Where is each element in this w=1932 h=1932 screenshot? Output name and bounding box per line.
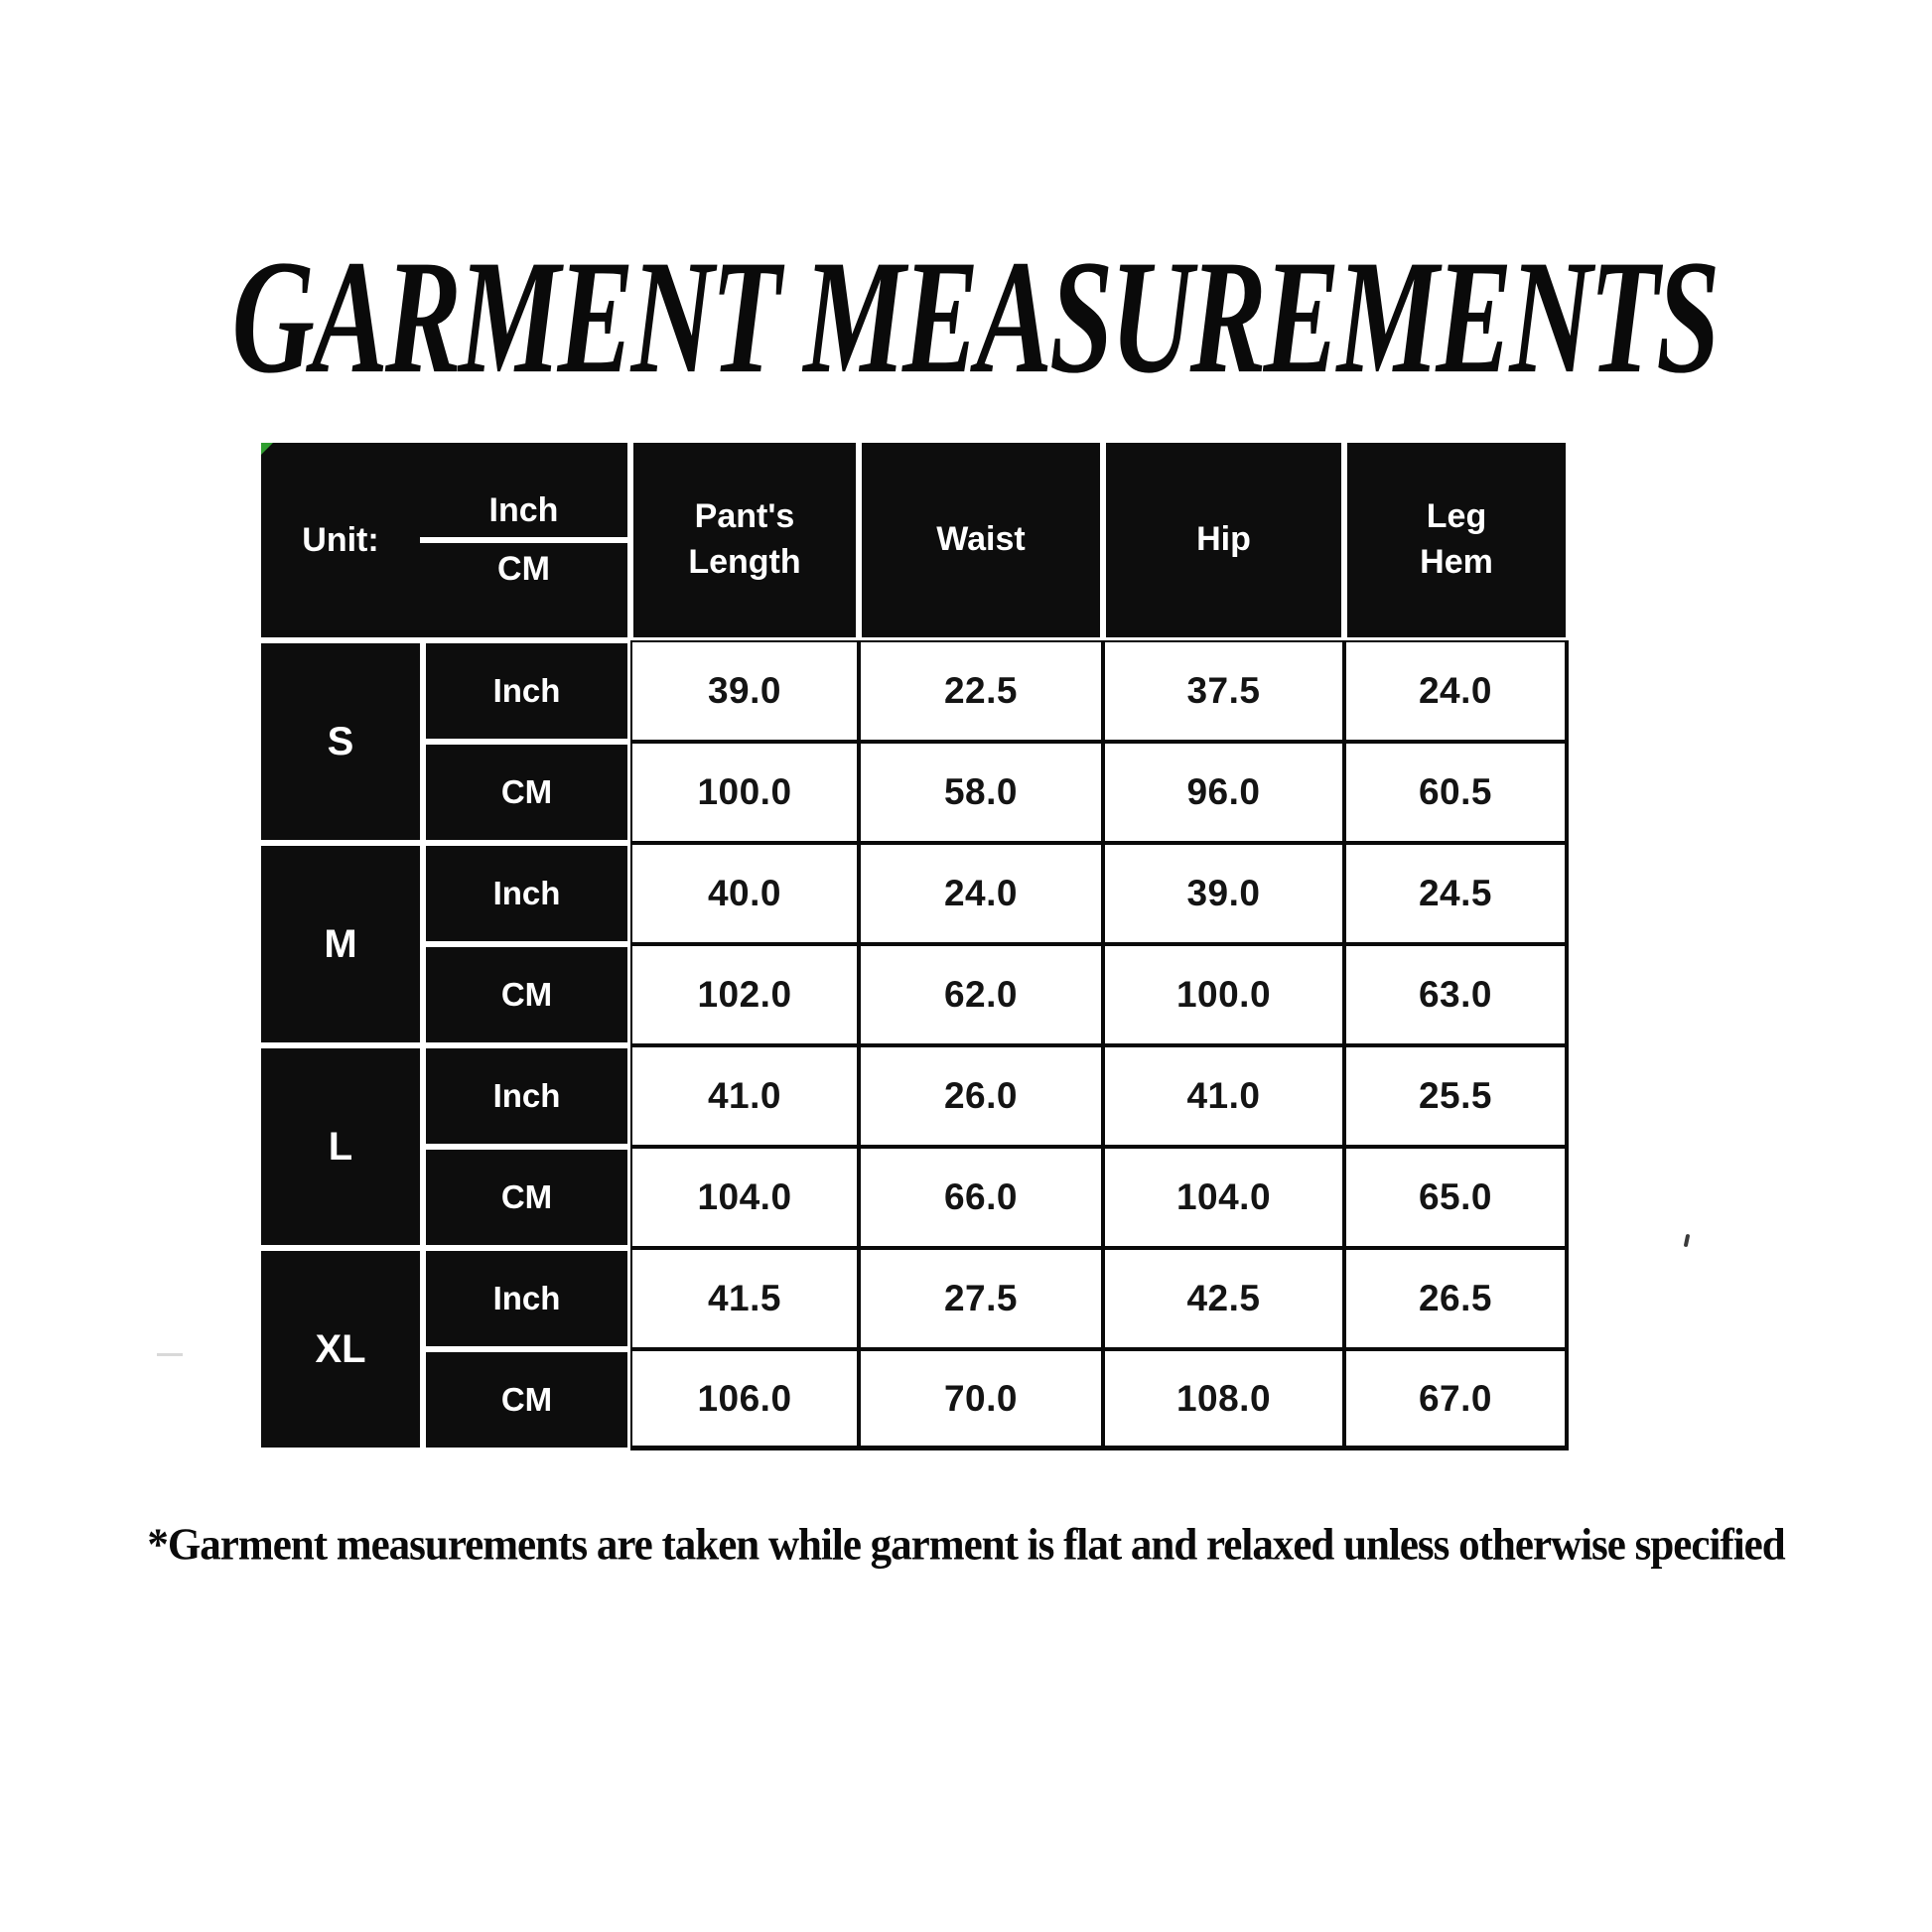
cell-s-cm-waist: 58.0 — [859, 742, 1103, 843]
cell-s-inch-waist: 22.5 — [859, 640, 1103, 742]
row-unit-label: CM — [423, 742, 630, 843]
scan-speck-artifact — [1683, 1233, 1691, 1248]
row-unit-label: Inch — [423, 640, 630, 742]
cell-l-inch-leg-hem: 25.5 — [1344, 1045, 1569, 1147]
cell-l-cm-hip: 104.0 — [1103, 1147, 1344, 1248]
column-header-leg-hem: Leg Hem — [1344, 440, 1569, 640]
cell-m-inch-hip: 39.0 — [1103, 843, 1344, 944]
size-label-m: M — [258, 843, 423, 1045]
row-unit-label: CM — [423, 1349, 630, 1450]
row-unit-label: Inch — [423, 1248, 630, 1349]
column-header-waist: Waist — [859, 440, 1103, 640]
fraction-divider — [420, 537, 627, 543]
cell-m-inch-leg-hem: 24.5 — [1344, 843, 1569, 944]
size-label-xl: XL — [258, 1248, 423, 1450]
cell-xl-cm-waist: 70.0 — [859, 1349, 1103, 1450]
measurements-table: Unit: Inch CM Pant's Length Waist Hip Le… — [258, 440, 1569, 1450]
cell-l-inch-pants-length: 41.0 — [630, 1045, 859, 1147]
unit-fraction: Inch CM — [420, 491, 627, 589]
cell-m-inch-waist: 24.0 — [859, 843, 1103, 944]
cell-s-inch-hip: 37.5 — [1103, 640, 1344, 742]
cell-s-inch-leg-hem: 24.0 — [1344, 640, 1569, 742]
cell-l-cm-waist: 66.0 — [859, 1147, 1103, 1248]
cell-s-cm-pants-length: 100.0 — [630, 742, 859, 843]
cell-m-cm-leg-hem: 63.0 — [1344, 944, 1569, 1045]
footnote-text: *Garment measurements are taken while ga… — [147, 1520, 1785, 1571]
cell-l-inch-hip: 41.0 — [1103, 1045, 1344, 1147]
cell-xl-inch-waist: 27.5 — [859, 1248, 1103, 1349]
size-label-l: L — [258, 1045, 423, 1248]
row-unit-label: CM — [423, 1147, 630, 1248]
cell-xl-cm-hip: 108.0 — [1103, 1349, 1344, 1450]
green-corner-icon — [261, 443, 273, 455]
cell-m-cm-hip: 100.0 — [1103, 944, 1344, 1045]
cell-xl-inch-hip: 42.5 — [1103, 1248, 1344, 1349]
column-header-pants-length: Pant's Length — [630, 440, 859, 640]
scan-dash-artifact — [157, 1353, 183, 1356]
cell-l-cm-pants-length: 104.0 — [630, 1147, 859, 1248]
cell-m-inch-pants-length: 40.0 — [630, 843, 859, 944]
unit-cm-label: CM — [497, 550, 550, 588]
cell-m-cm-pants-length: 102.0 — [630, 944, 859, 1045]
unit-label: Unit: — [302, 520, 379, 559]
cell-l-inch-waist: 26.0 — [859, 1045, 1103, 1147]
unit-inch-label: Inch — [488, 491, 559, 529]
page-title: GARMENT MEASUREMENTS — [231, 226, 1721, 407]
cell-s-cm-hip: 96.0 — [1103, 742, 1344, 843]
row-unit-label: Inch — [423, 1045, 630, 1147]
column-header-hip: Hip — [1103, 440, 1344, 640]
cell-m-cm-waist: 62.0 — [859, 944, 1103, 1045]
cell-s-cm-leg-hem: 60.5 — [1344, 742, 1569, 843]
cell-xl-inch-pants-length: 41.5 — [630, 1248, 859, 1349]
header-unit-cell: Unit: Inch CM — [258, 440, 630, 640]
cell-xl-inch-leg-hem: 26.5 — [1344, 1248, 1569, 1349]
cell-l-cm-leg-hem: 65.0 — [1344, 1147, 1569, 1248]
row-unit-label: Inch — [423, 843, 630, 944]
cell-xl-cm-pants-length: 106.0 — [630, 1349, 859, 1450]
cell-xl-cm-leg-hem: 67.0 — [1344, 1349, 1569, 1450]
size-label-s: S — [258, 640, 423, 843]
cell-s-inch-pants-length: 39.0 — [630, 640, 859, 742]
row-unit-label: CM — [423, 944, 630, 1045]
